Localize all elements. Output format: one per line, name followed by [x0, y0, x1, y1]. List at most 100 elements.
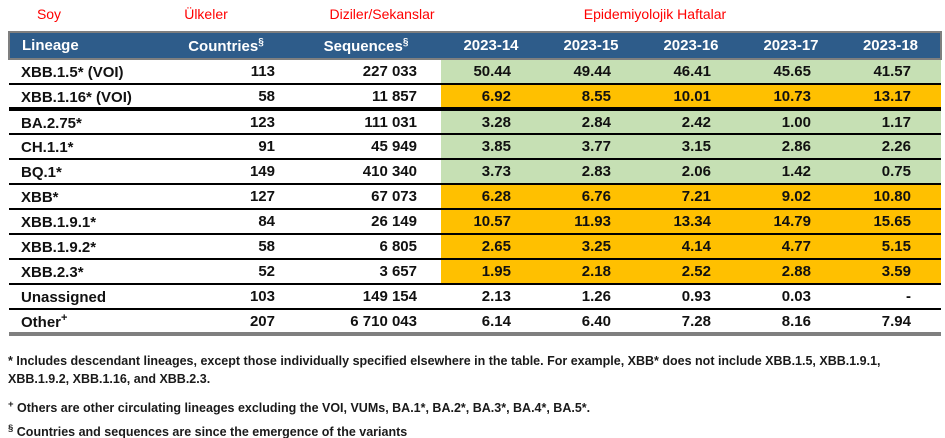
sequences-cell: 67 073 [291, 184, 441, 210]
week-cell: 45.65 [741, 59, 841, 85]
week-cell: 3.59 [841, 259, 941, 285]
table-row-xbb-1-9-2: XBB.1.9.2* 58 6 805 2.65 3.25 4.14 4.77 … [9, 234, 941, 260]
lineage-table: Lineage Countries§ Sequences§ 2023-14 20… [8, 31, 942, 336]
col-header-sequences: Sequences§ [291, 31, 441, 60]
week-cell: 6.92 [441, 84, 541, 111]
plus-superscript: + [61, 311, 68, 324]
table-row-other: Other+ 207 6 710 043 6.14 6.40 7.28 8.16… [9, 309, 941, 336]
table-row-xbb-1-5: XBB.1.5* (VOI) 113 227 033 50.44 49.44 4… [9, 59, 941, 85]
lineage-cell: XBB* [9, 184, 161, 210]
week-cell: 9.02 [741, 184, 841, 210]
section-sign: § [258, 36, 264, 48]
countries-cell: 103 [161, 284, 291, 310]
week-cell: 6.28 [441, 184, 541, 210]
sequences-cell: 45 949 [291, 134, 441, 160]
table-row-xbb-1-16: XBB.1.16* (VOI) 58 11 857 6.92 8.55 10.0… [9, 84, 941, 111]
week-cell: 0.03 [741, 284, 841, 310]
week-cell: 10.57 [441, 209, 541, 235]
sequences-cell: 3 657 [291, 259, 441, 285]
footnote-plus: + Others are other circulating lineages … [8, 399, 591, 416]
countries-cell: 52 [161, 259, 291, 285]
lineage-cell: XBB.1.5* (VOI) [9, 59, 161, 85]
week-cell: 6.40 [541, 309, 641, 336]
lineage-cell: XBB.2.3* [9, 259, 161, 285]
table-row-unassigned: Unassigned 103 149 154 2.13 1.26 0.93 0.… [9, 284, 941, 310]
week-cell: 3.15 [641, 134, 741, 160]
week-cell: 15.65 [841, 209, 941, 235]
section-sign: § [402, 36, 409, 48]
week-cell: 11.93 [541, 209, 641, 235]
week-cell: 2.65 [441, 234, 541, 260]
week-cell: 10.80 [841, 184, 941, 210]
sequences-cell: 6 805 [291, 234, 441, 260]
col-header-week-2023-18: 2023-18 [841, 31, 942, 60]
week-cell: 7.21 [641, 184, 741, 210]
sequences-cell: 227 033 [291, 59, 441, 85]
countries-cell: 127 [161, 184, 291, 210]
footnote-asterisk: * Includes descendant lineages, except t… [8, 354, 881, 387]
footnote-section: § Countries and sequences are since the … [8, 422, 408, 438]
table-row-xbb: XBB* 127 67 073 6.28 6.76 7.21 9.02 10.8… [9, 184, 941, 210]
week-cell: 3.85 [441, 134, 541, 160]
countries-cell: 58 [161, 234, 291, 260]
week-cell: 6.76 [541, 184, 641, 210]
week-cell: 0.75 [841, 159, 941, 185]
col-header-week-2023-17: 2023-17 [741, 31, 841, 60]
week-cell: 2.86 [741, 134, 841, 160]
col-header-week-2023-14: 2023-14 [441, 31, 541, 60]
week-cell: 2.06 [641, 159, 741, 185]
countries-cell: 113 [161, 59, 291, 85]
week-cell: 41.57 [841, 59, 941, 85]
lineage-cell: Other+ [9, 309, 161, 336]
group-header-countries: Ülkeler [184, 6, 228, 22]
week-cell: 46.41 [641, 59, 741, 85]
week-cell: 3.73 [441, 159, 541, 185]
asterisk-marker: * [8, 354, 13, 368]
section-marker: § [8, 422, 14, 434]
countries-cell: 123 [161, 109, 291, 135]
week-cell: 1.42 [741, 159, 841, 185]
week-cell: 3.77 [541, 134, 641, 160]
table-row-ba-2-75: BA.2.75* 123 111 031 3.28 2.84 2.42 1.00… [9, 109, 941, 135]
countries-cell: 149 [161, 159, 291, 185]
table-row-bq-1: BQ.1* 149 410 340 3.73 2.83 2.06 1.42 0.… [9, 159, 941, 185]
week-cell: 2.84 [541, 109, 641, 135]
lineage-cell: CH.1.1* [9, 134, 161, 160]
week-cell: 1.17 [841, 109, 941, 135]
week-cell: 2.18 [541, 259, 641, 285]
week-cell: 0.93 [641, 284, 741, 310]
week-cell: 2.52 [641, 259, 741, 285]
week-cell: 6.14 [441, 309, 541, 336]
countries-cell: 58 [161, 84, 291, 111]
week-cell: 4.14 [641, 234, 741, 260]
week-cell: 5.15 [841, 234, 941, 260]
sequences-cell: 111 031 [291, 109, 441, 135]
group-header-sequences: Diziler/Sekanslar [329, 6, 435, 22]
sequences-cell: 410 340 [291, 159, 441, 185]
countries-cell: 84 [161, 209, 291, 235]
col-header-week-2023-16: 2023-16 [641, 31, 741, 60]
week-cell: 13.34 [641, 209, 741, 235]
week-cell: 3.28 [441, 109, 541, 135]
week-cell: - [841, 284, 941, 310]
sequences-cell: 6 710 043 [291, 309, 441, 336]
week-cell: 2.26 [841, 134, 941, 160]
week-cell: 1.95 [441, 259, 541, 285]
group-header-epi-weeks: Epidemiyolojik Haftalar [583, 6, 727, 22]
table-row-xbb-2-3: XBB.2.3* 52 3 657 1.95 2.18 2.52 2.88 3.… [9, 259, 941, 285]
week-cell: 13.17 [841, 84, 941, 111]
week-cell: 1.00 [741, 109, 841, 135]
col-header-countries: Countries§ [161, 31, 291, 60]
sequences-cell: 11 857 [291, 84, 441, 111]
week-cell: 2.13 [441, 284, 541, 310]
lineage-cell: BQ.1* [9, 159, 161, 185]
week-cell: 7.94 [841, 309, 941, 336]
table-header-row: Lineage Countries§ Sequences§ 2023-14 20… [8, 31, 942, 60]
turkish-group-headers: Soy Ülkeler Diziler/Sekanslar Epidemiyol… [0, 6, 945, 30]
week-cell: 2.83 [541, 159, 641, 185]
lineage-cell: Unassigned [9, 284, 161, 310]
week-cell: 14.79 [741, 209, 841, 235]
sequences-cell: 149 154 [291, 284, 441, 310]
week-cell: 10.01 [641, 84, 741, 111]
